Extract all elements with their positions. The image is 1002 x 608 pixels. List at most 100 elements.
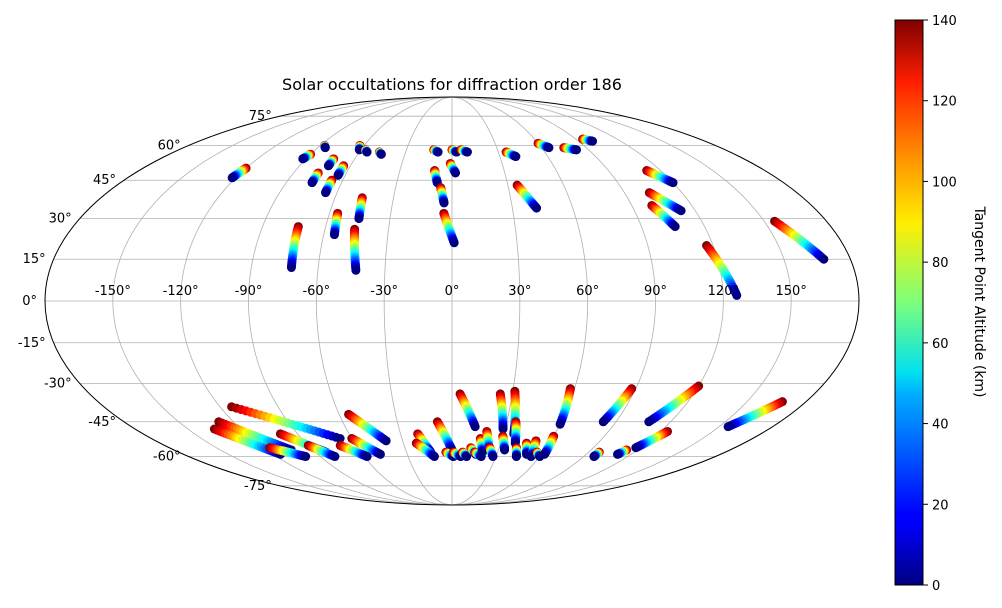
occultation-track — [344, 409, 391, 446]
occultation-track — [644, 381, 704, 427]
colorbar: 0 20 40 60 80 100 120 140 Tangent Point Altitud… — [894, 14, 987, 594]
longitude-tick-label: -90° — [235, 284, 263, 299]
track-point — [532, 203, 542, 213]
occultation-track — [286, 222, 303, 273]
occultation-track — [555, 384, 575, 429]
longitude-tick-labels: -150° -120° -90° -60° -30° 0° 30° 60° 90° 120° 150… — [95, 284, 807, 299]
colorbar-tick-label: 0 — [932, 579, 940, 594]
occultation-track — [354, 193, 367, 224]
track-point — [498, 424, 508, 434]
occultation-track — [510, 417, 521, 448]
colorbar-tick-label: 140 — [932, 14, 957, 29]
longitude-tick-label: -30° — [370, 284, 398, 299]
occultation-track — [598, 384, 637, 427]
occultation-track — [429, 145, 443, 157]
occultation-track — [227, 163, 251, 183]
longitude-tick-label: 60° — [576, 284, 599, 299]
track-point — [598, 417, 608, 427]
occultation-track — [430, 166, 442, 188]
track-point — [320, 143, 330, 153]
track-point — [511, 452, 521, 462]
occultation-track — [320, 140, 330, 153]
longitude-tick-label: -120° — [163, 284, 199, 299]
latitude-tick-label: 60° — [158, 138, 181, 153]
track-point — [307, 178, 317, 188]
track-point — [381, 436, 391, 446]
track-point — [555, 419, 565, 429]
track-point — [668, 178, 678, 188]
map-boundary — [44, 96, 860, 506]
track-point — [354, 214, 364, 224]
track-point — [631, 443, 641, 453]
chart-title: Solar occultations for diffraction order… — [282, 75, 622, 94]
occultation-track — [227, 402, 345, 444]
longitude-tick-label: -150° — [95, 284, 131, 299]
track-point — [539, 449, 549, 459]
occultation-track — [559, 143, 582, 155]
track-point — [335, 434, 345, 444]
track-point — [500, 445, 510, 455]
track-point — [351, 265, 361, 275]
occultation-track — [436, 183, 449, 208]
occultation-track — [445, 158, 461, 178]
track-point — [819, 254, 829, 264]
colorbar-ticks: 0 20 40 60 80 100 120 140 — [923, 14, 957, 594]
occultation-track — [307, 168, 323, 188]
occultation-track — [298, 149, 316, 164]
occultation-track — [770, 216, 829, 264]
track-point — [613, 449, 623, 459]
track-point — [298, 154, 308, 164]
colorbar-gradient — [894, 19, 924, 586]
track-point — [451, 168, 461, 178]
occultation-track — [411, 438, 439, 462]
track-point — [644, 417, 654, 427]
occultation-track — [498, 431, 510, 455]
track-point — [462, 147, 472, 157]
track-point — [329, 230, 339, 240]
track-point — [723, 422, 733, 432]
latitude-tick-label: 30° — [49, 212, 72, 227]
latitude-tick-label: -75° — [244, 479, 272, 494]
latitude-tick-label: -45° — [88, 415, 116, 430]
occultation-track — [349, 224, 361, 275]
track-point — [488, 452, 498, 462]
colorbar-tick-label: 100 — [932, 175, 957, 190]
track-point — [429, 452, 439, 462]
latitude-tick-label: 45° — [93, 173, 116, 188]
occultation-track — [613, 445, 632, 459]
occultation-track — [329, 208, 343, 240]
track-point — [286, 263, 296, 273]
track-point — [449, 238, 459, 248]
occultation-track — [501, 147, 521, 162]
longitude-tick-label: 30° — [508, 284, 531, 299]
occultation-track — [347, 434, 385, 459]
track-point — [433, 147, 443, 157]
longitude-tick-label: 0° — [445, 284, 460, 299]
occultation-track — [485, 443, 498, 462]
track-point — [544, 143, 554, 153]
occultation-track — [533, 138, 554, 153]
colorbar-tick-label: 120 — [932, 95, 957, 110]
colorbar-tick-label: 60 — [932, 337, 949, 352]
track-point — [462, 452, 472, 462]
occultation-track — [642, 166, 678, 188]
track-point — [588, 136, 598, 146]
track-point — [321, 188, 331, 198]
colorbar-tick-label: 80 — [932, 256, 949, 271]
track-point — [333, 170, 343, 180]
occultation-track — [539, 431, 559, 459]
occultation-track — [631, 426, 673, 453]
track-point — [330, 452, 340, 462]
latitude-tick-label: 0° — [22, 294, 37, 309]
colorbar-label: Tangent Point Altitude (km) — [971, 205, 987, 397]
occultation-track — [335, 440, 372, 462]
track-point — [301, 452, 311, 462]
occultation-track — [511, 443, 522, 462]
track-point — [375, 449, 385, 459]
occultation-track — [578, 134, 598, 146]
occultation-track — [702, 241, 742, 300]
track-point — [572, 145, 582, 155]
occultation-track — [360, 145, 372, 157]
latitude-tick-labels: -75° -60° -45° -30° -15° 0° 15° 30° 45° 60° 75° — [18, 109, 272, 494]
